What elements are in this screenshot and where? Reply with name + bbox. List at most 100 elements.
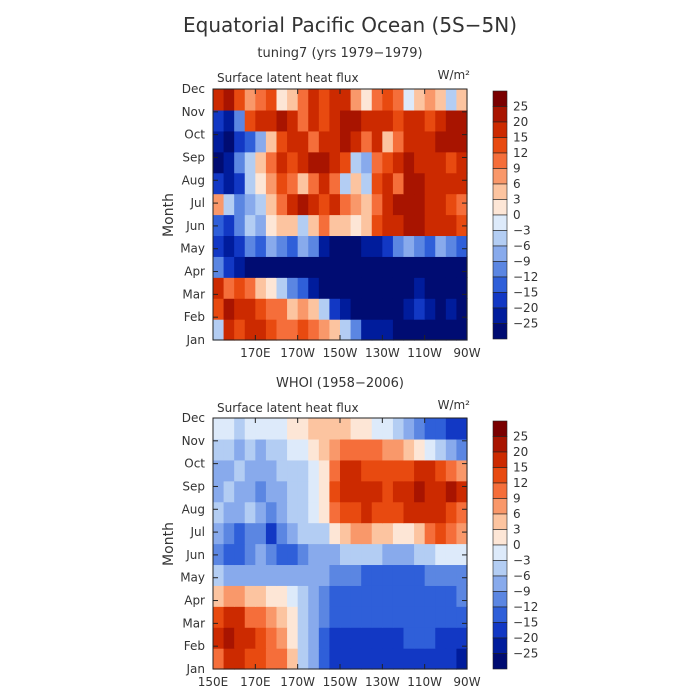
- colorbar-swatch: [492, 591, 508, 608]
- heatmap-cell: [223, 298, 235, 320]
- heatmap-cell: [445, 109, 458, 132]
- heatmap-cell: [340, 298, 352, 320]
- x-tick-label: 150W: [323, 346, 358, 360]
- heatmap-cell: [371, 193, 383, 216]
- heatmap-cell: [350, 501, 362, 524]
- heatmap-cell: [329, 438, 341, 461]
- heatmap-cell: [371, 418, 383, 440]
- x-tick-label: 170E: [240, 675, 271, 689]
- y-tick-label: Dec: [182, 82, 205, 96]
- heatmap-cell: [382, 438, 394, 461]
- heatmap-cell: [361, 319, 373, 341]
- heatmap-cell: [244, 564, 256, 586]
- heatmap-cell: [318, 130, 331, 153]
- heatmap-cell: [435, 585, 447, 607]
- heatmap-cell: [361, 214, 373, 237]
- heatmap-cell: [255, 151, 267, 174]
- heatmap-cell: [382, 585, 394, 607]
- heatmap-cell: [403, 235, 415, 257]
- y-tick-label: Sep: [182, 150, 205, 164]
- heatmap-cell: [318, 256, 331, 278]
- heatmap-cell: [361, 130, 373, 153]
- y-tick-label: Mar: [182, 616, 205, 630]
- colorbar-swatch: [492, 544, 508, 561]
- heatmap-cell: [340, 172, 352, 195]
- heatmap-cell: [424, 109, 436, 132]
- heatmap-cell: [371, 585, 383, 607]
- heatmap-cell: [340, 543, 352, 566]
- heatmap-cell: [382, 298, 394, 320]
- panel-top-ylabel: Month: [161, 193, 177, 237]
- heatmap-cell: [435, 151, 447, 174]
- heatmap-cell: [435, 277, 447, 299]
- heatmap-cell: [403, 438, 415, 461]
- heatmap-cell: [318, 418, 331, 440]
- y-tick-label: Jul: [190, 196, 205, 210]
- heatmap-cell: [287, 256, 299, 278]
- heatmap-cell: [361, 543, 373, 566]
- heatmap-cell: [371, 501, 383, 524]
- heatmap-cell: [244, 438, 256, 461]
- heatmap-cell: [244, 627, 256, 649]
- heatmap-cell: [276, 543, 288, 566]
- y-tick-label: Jan: [186, 662, 206, 676]
- heatmap-cell: [308, 648, 320, 670]
- heatmap-cell: [255, 193, 267, 216]
- heatmap-cell: [255, 459, 267, 482]
- heatmap-cell: [361, 235, 373, 257]
- heatmap-cell: [435, 172, 447, 195]
- heatmap-cell: [382, 480, 394, 503]
- heatmap-cell: [287, 438, 299, 461]
- heatmap-cell: [382, 193, 394, 216]
- heatmap-cell: [456, 459, 468, 482]
- heatmap-cell: [350, 648, 362, 670]
- heatmap-cell: [392, 459, 405, 482]
- heatmap-cell: [329, 319, 341, 341]
- heatmap-cell: [287, 564, 299, 586]
- heatmap-cell: [265, 130, 278, 153]
- heatmap-cell: [223, 418, 235, 440]
- heatmap-cell: [318, 480, 331, 503]
- heatmap-cell: [213, 606, 225, 628]
- heatmap-cell: [297, 319, 309, 341]
- heatmap-cell: [297, 543, 309, 566]
- heatmap-cell: [403, 564, 415, 586]
- heatmap-cell: [424, 172, 436, 195]
- heatmap-cell: [371, 438, 383, 461]
- heatmap-cell: [414, 438, 426, 461]
- heatmap-cell: [276, 522, 288, 545]
- heatmap-cell: [445, 319, 458, 341]
- colorbar-label: 3: [513, 193, 521, 207]
- heatmap-cell: [392, 89, 405, 111]
- heatmap-cell: [445, 585, 458, 607]
- heatmap-cell: [244, 459, 256, 482]
- colorbar-swatch: [492, 575, 508, 592]
- heatmap-cell: [213, 418, 225, 440]
- colorbar-swatch: [492, 467, 508, 484]
- heatmap-cell: [456, 438, 468, 461]
- heatmap-cell: [424, 459, 436, 482]
- heatmap-cell: [350, 319, 362, 341]
- heatmap-cell: [403, 130, 415, 153]
- heatmap-cell: [265, 89, 278, 111]
- heatmap-cell: [297, 627, 309, 649]
- heatmap-cell: [392, 298, 405, 320]
- heatmap-cell: [392, 543, 405, 566]
- colorbar-swatch: [492, 261, 508, 278]
- heatmap-cell: [382, 501, 394, 524]
- colorbar-label: 12: [513, 146, 528, 160]
- colorbar-swatch: [492, 622, 508, 639]
- heatmap-cell: [350, 109, 362, 132]
- heatmap-cell: [350, 564, 362, 586]
- heatmap-cell: [308, 235, 320, 257]
- heatmap-cell: [403, 277, 415, 299]
- heatmap-cell: [276, 319, 288, 341]
- heatmap-cell: [265, 109, 278, 132]
- heatmap-cell: [350, 585, 362, 607]
- heatmap-cell: [223, 522, 235, 545]
- heatmap-cell: [276, 214, 288, 237]
- heatmap-cell: [223, 130, 235, 153]
- heatmap-cell: [223, 109, 235, 132]
- colorbar-label: −20: [513, 631, 538, 645]
- heatmap-cell: [234, 480, 246, 503]
